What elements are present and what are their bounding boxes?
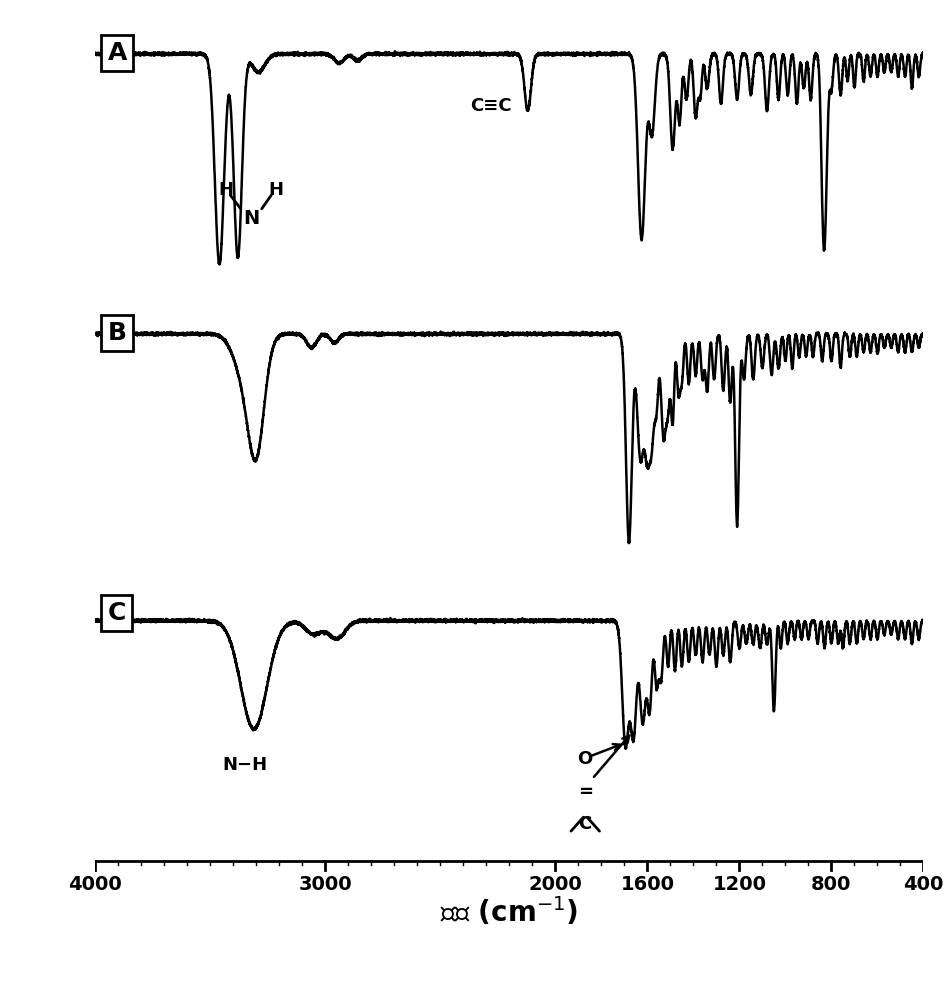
Text: N−H: N−H: [222, 756, 268, 774]
Text: O: O: [578, 750, 593, 768]
Text: 400: 400: [903, 875, 943, 894]
Text: C≡C: C≡C: [470, 97, 512, 115]
Text: 2000: 2000: [528, 875, 583, 894]
Text: N: N: [244, 209, 260, 228]
Text: 800: 800: [811, 875, 852, 894]
Text: H: H: [219, 181, 234, 199]
Text: 4000: 4000: [69, 875, 122, 894]
Text: C: C: [579, 815, 592, 833]
Text: A: A: [108, 41, 127, 65]
Text: 1600: 1600: [621, 875, 674, 894]
Text: 波数 (cm$^{-1}$): 波数 (cm$^{-1}$): [440, 895, 579, 928]
Text: 3000: 3000: [299, 875, 352, 894]
Text: H: H: [268, 181, 284, 199]
Text: B: B: [108, 321, 127, 345]
Text: 1200: 1200: [712, 875, 766, 894]
Text: =: =: [578, 783, 593, 801]
Text: C: C: [108, 601, 126, 625]
